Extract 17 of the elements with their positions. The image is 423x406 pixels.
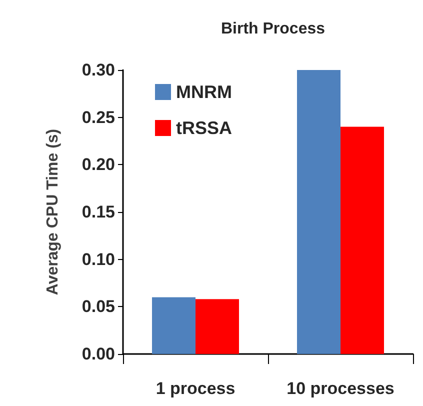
chart-title: Birth Process	[220, 20, 326, 38]
y-tick-label: 0.25	[82, 108, 115, 127]
y-tick-label: 0.10	[82, 250, 115, 269]
bar	[297, 70, 340, 354]
legend-label: MNRM	[176, 82, 232, 102]
legend-label: tRSSA	[176, 118, 232, 138]
bar	[152, 297, 196, 354]
x-tick-label: 1 process	[156, 379, 236, 398]
y-axis-title: Average CPU Time (s)	[44, 128, 62, 296]
bar	[196, 299, 239, 354]
x-tick-label: 10 processes	[286, 379, 394, 398]
y-tick-label: 0.20	[82, 155, 115, 174]
y-tick-label: 0.30	[82, 60, 115, 80]
y-tick-label: 0.05	[82, 297, 115, 316]
y-tick-label: 0.15	[82, 202, 115, 222]
y-tick-label: 0.00	[82, 344, 115, 364]
bar	[340, 126, 384, 354]
